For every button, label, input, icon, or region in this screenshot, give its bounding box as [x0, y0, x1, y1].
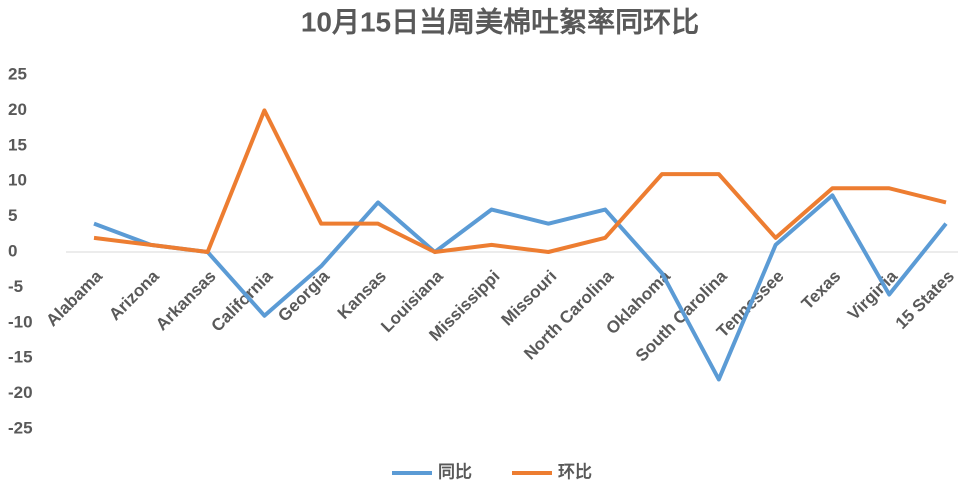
x-tick-label: Alabama: [42, 266, 106, 330]
x-tick-label: Virginia: [844, 266, 902, 324]
y-tick-label: -15: [8, 348, 33, 367]
y-tick-label: 25: [8, 64, 27, 83]
y-tick-label: -10: [8, 312, 33, 331]
x-tick-label: Georgia: [274, 266, 333, 325]
y-tick-label: 15: [8, 135, 27, 154]
line-series: [93, 108, 947, 254]
legend-label: 环比: [558, 461, 592, 481]
y-tick-label: 0: [8, 241, 17, 260]
y-tick-label: -5: [8, 277, 23, 296]
y-tick-label: 20: [8, 100, 27, 119]
y-tick-label: -20: [8, 383, 33, 402]
y-tick-label: -25: [8, 418, 33, 437]
x-tick-label: California: [208, 266, 277, 335]
x-tick-label: Texas: [798, 267, 845, 314]
x-tick-label: Kansas: [334, 267, 390, 323]
line-series: [93, 193, 948, 382]
chart-title: 10月15日当周美棉吐絮率同环比: [301, 5, 699, 37]
y-tick-label: 5: [8, 206, 17, 225]
legend-label: 同比: [438, 461, 472, 481]
x-tick-label: Arizona: [105, 266, 163, 324]
y-tick-label: 10: [8, 171, 27, 190]
